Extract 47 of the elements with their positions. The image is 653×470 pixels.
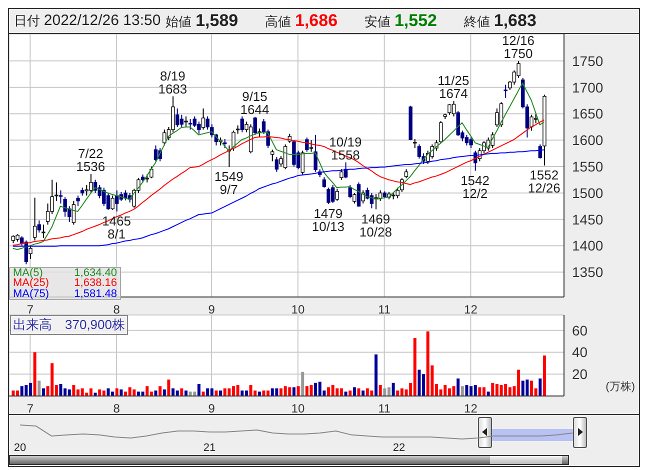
x-tick-label: 12 <box>464 302 478 317</box>
annotation: 7/22 1536 <box>76 146 106 174</box>
y-tick-label: 1350 <box>572 264 604 280</box>
annotation: 8/19 1683 <box>158 68 188 96</box>
x-tick-label: 12 <box>464 402 478 416</box>
x-tick-label: 8 <box>113 302 120 317</box>
annotation: 11/25 1674 <box>438 73 470 102</box>
x-tick-label: 10 <box>291 402 305 416</box>
y-tick-label: 1550 <box>572 158 604 175</box>
annotation: 1552 12/26 <box>528 168 560 196</box>
x-tick-label: 9 <box>208 402 216 416</box>
x-tick-label: 10 <box>291 302 305 317</box>
text: MA(25) <box>13 277 50 289</box>
annotation: 1,581.48 <box>74 288 117 300</box>
annotation: 1465 8/1 <box>102 213 132 242</box>
annotation: 1,634.40 <box>74 266 117 278</box>
x-tick-label: 8 <box>113 402 120 416</box>
annotation: 1469 10/28 <box>359 211 392 240</box>
annotation: 1549 9/7 <box>214 169 244 198</box>
y-tick-label: 60 <box>572 322 588 338</box>
y-tick-label: 1600 <box>572 132 604 148</box>
y-tick-label: 1700 <box>572 79 604 96</box>
y-tick-label: 1650 <box>572 106 604 122</box>
y-tick-label: 40 <box>572 344 588 360</box>
x-tick-label: 21 <box>203 442 216 454</box>
x-tick-label: 9 <box>208 302 216 317</box>
y-axis-title: (万株) <box>606 380 635 394</box>
chart-title: 出来高 370,900株 <box>10 315 128 335</box>
y-tick-label: 1400 <box>572 238 604 254</box>
header-bar: 日付 2022/12/26 13:50 始値 1,589 高値 1,686 安値 1,552 終値 1,683 <box>8 8 640 34</box>
x-tick-label: 7 <box>26 402 34 416</box>
annotation: 9/15 1644 <box>240 88 270 117</box>
text: MA(75) <box>13 288 50 300</box>
annotation: 12/16 1750 <box>502 32 534 61</box>
series-label: MA(5) <box>13 266 43 278</box>
annotation: 1,638.16 <box>74 277 117 289</box>
x-tick-label: 11 <box>378 302 391 317</box>
x-tick-label: 20 <box>14 442 26 454</box>
y-tick-label: 1450 <box>572 211 604 228</box>
x-tick-label: 22 <box>392 442 406 454</box>
y-tick-label: 1500 <box>572 184 604 201</box>
x-tick-label: 11 <box>378 402 391 416</box>
y-tick-label: 1750 <box>572 52 604 69</box>
y-tick-label: 20 <box>572 366 588 382</box>
annotation: 1479 10/13 <box>312 206 344 234</box>
x-tick-label: 7 <box>26 302 34 317</box>
annotation: 1542 12/2 <box>460 172 490 201</box>
